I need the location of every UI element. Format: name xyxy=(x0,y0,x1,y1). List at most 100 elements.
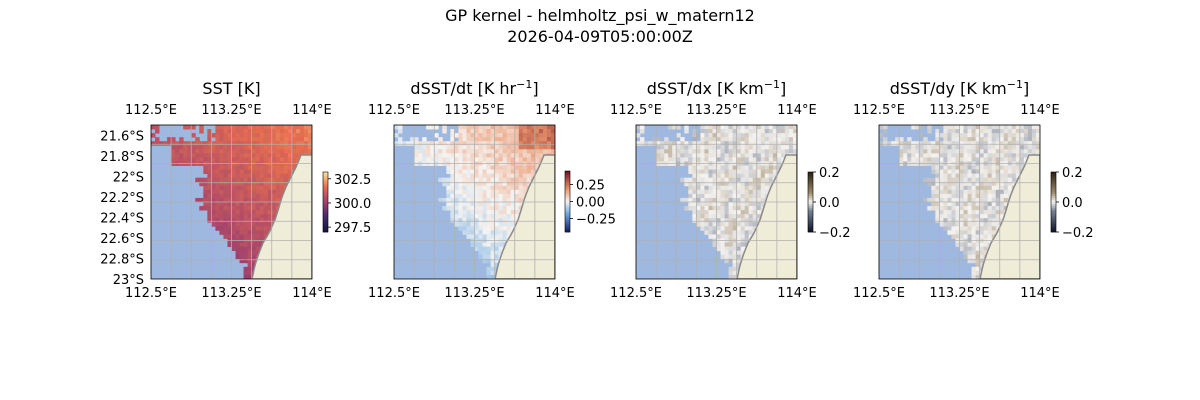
data-cell xyxy=(668,141,673,146)
data-cell xyxy=(454,157,459,162)
data-cell xyxy=(955,218,960,223)
data-cell xyxy=(931,197,936,203)
data-cell xyxy=(963,246,968,252)
x-tick-label-bottom: 113.25°E xyxy=(444,286,504,301)
data-cell xyxy=(430,141,435,146)
data-cell xyxy=(247,202,253,207)
data-cell xyxy=(211,189,216,195)
data-cell xyxy=(514,149,520,154)
data-cell xyxy=(223,129,228,134)
data-cell xyxy=(1003,185,1009,191)
data-cell xyxy=(692,129,697,134)
data-cell xyxy=(971,250,977,256)
data-cell xyxy=(299,125,305,130)
data-cell xyxy=(279,157,285,162)
data-cell xyxy=(243,230,248,235)
data-cell xyxy=(728,189,734,195)
data-cell xyxy=(1031,137,1037,142)
data-cell xyxy=(199,197,204,203)
data-cell xyxy=(542,133,548,138)
data-cell xyxy=(494,214,500,219)
data-cell xyxy=(975,222,981,227)
data-cell xyxy=(983,226,989,231)
data-cell xyxy=(271,193,277,199)
data-cell xyxy=(470,214,475,219)
data-cell xyxy=(486,169,491,175)
x-tick-label-bottom: 114°E xyxy=(292,286,332,301)
data-cell xyxy=(740,214,746,219)
data-cell xyxy=(684,149,689,154)
data-cell xyxy=(482,153,487,158)
data-cell xyxy=(664,157,669,162)
data-cell xyxy=(704,141,709,146)
data-cell xyxy=(943,153,948,158)
data-cell xyxy=(275,185,281,191)
data-cell xyxy=(251,165,257,170)
data-cell xyxy=(247,149,253,154)
data-cell xyxy=(263,230,269,235)
data-cell xyxy=(422,141,427,146)
data-cell xyxy=(967,173,972,179)
colorbar-segment xyxy=(1051,200,1056,203)
data-cell xyxy=(752,177,758,183)
data-cell xyxy=(1027,133,1033,138)
data-cell xyxy=(732,210,738,215)
data-cell xyxy=(466,189,471,195)
data-cell xyxy=(291,125,297,130)
data-cell xyxy=(712,214,717,219)
data-cell xyxy=(526,125,532,130)
data-cell xyxy=(450,214,455,219)
data-cell xyxy=(732,262,738,268)
data-cell xyxy=(716,145,721,150)
data-cell xyxy=(239,226,244,231)
data-cell xyxy=(478,141,483,146)
data-cell xyxy=(510,141,516,146)
data-cell xyxy=(740,157,746,162)
data-cell xyxy=(482,173,487,179)
data-cell xyxy=(931,157,936,162)
data-cell xyxy=(959,181,964,187)
data-cell xyxy=(967,149,972,154)
data-cell xyxy=(255,234,261,239)
data-cell xyxy=(935,214,940,219)
data-cell xyxy=(971,141,977,146)
data-cell xyxy=(203,202,208,207)
data-cell xyxy=(446,202,451,207)
data-cell xyxy=(692,137,697,142)
data-cell xyxy=(716,153,721,158)
data-cell xyxy=(215,202,220,207)
data-cell xyxy=(740,250,746,256)
data-cell xyxy=(466,214,471,219)
data-cell xyxy=(454,185,459,191)
colorbar-segment xyxy=(808,218,813,221)
data-cell xyxy=(971,149,977,154)
data-cell xyxy=(1015,149,1021,154)
data-cell xyxy=(995,133,1001,138)
data-cell xyxy=(247,165,253,170)
data-cell xyxy=(684,129,689,134)
data-cell xyxy=(478,189,483,195)
data-cell xyxy=(1019,137,1025,142)
data-cell xyxy=(999,214,1005,219)
data-cell xyxy=(935,153,940,158)
data-cell xyxy=(482,193,487,199)
data-cell xyxy=(430,157,435,162)
data-cell xyxy=(995,189,1001,195)
data-cell xyxy=(696,197,701,203)
colorbar-tick-label: −0.2 xyxy=(1062,226,1094,241)
data-cell xyxy=(486,153,491,158)
data-cell xyxy=(1023,125,1029,130)
data-cell xyxy=(728,145,734,150)
data-cell xyxy=(522,149,528,154)
data-cell xyxy=(939,133,944,138)
data-cell xyxy=(514,125,520,130)
data-cell xyxy=(772,169,778,175)
data-cell xyxy=(712,173,717,179)
data-cell xyxy=(482,181,487,187)
data-cell xyxy=(251,250,257,256)
data-cell xyxy=(243,218,248,223)
data-cell xyxy=(676,149,681,154)
data-cell xyxy=(995,173,1001,179)
data-cell xyxy=(275,169,281,175)
data-cell xyxy=(744,218,750,223)
